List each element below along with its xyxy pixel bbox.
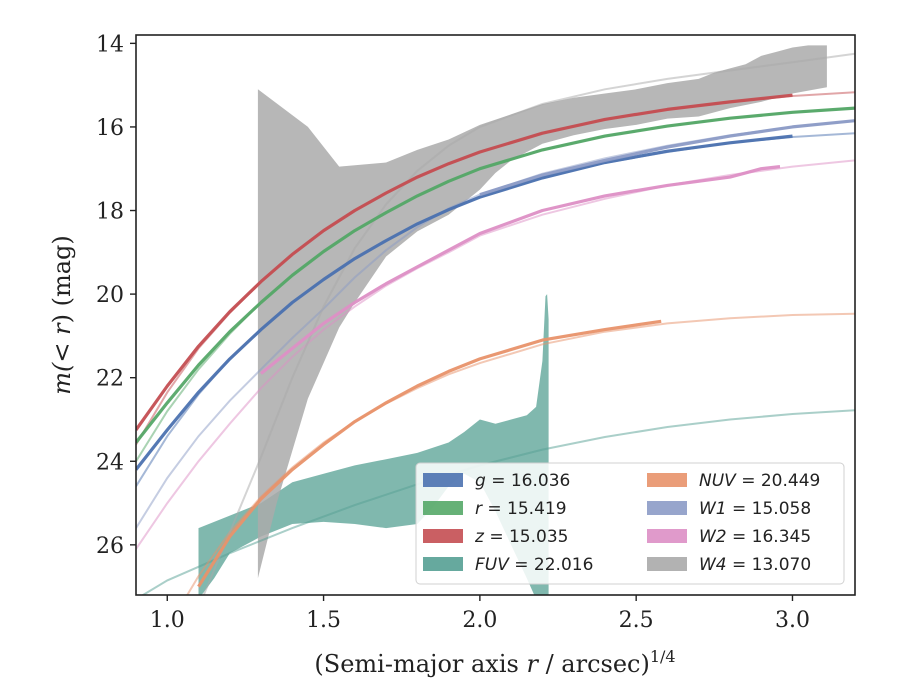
legend: g = 16.036 r = 15.419 z = 15.035 FUV = 22.0… [415, 462, 845, 585]
legend-swatch-FUV [423, 557, 463, 571]
x-tick-label: 1.0 [150, 608, 185, 633]
legend-label-W4: W4 = 13.070 [699, 555, 811, 575]
y-tick-label: 18 [96, 200, 124, 225]
obs-line-W2 [259, 165, 781, 375]
obs-line-NUV [197, 319, 662, 588]
plot-frame [135, 34, 856, 596]
legend-label-W2: W2 = 16.345 [699, 527, 811, 547]
legend-swatch-W1 [647, 501, 687, 515]
y-tick-label: 24 [96, 450, 124, 475]
y-tick-label: 20 [96, 283, 124, 308]
y-tick-label: 14 [96, 32, 124, 57]
y-axis-label: m(< r) (mag) [48, 235, 76, 395]
obs-line-W1 [479, 119, 855, 197]
band-W4 [257, 45, 827, 579]
obs-line-g [136, 134, 793, 471]
x-axis-label: (Semi-major axis r / arcsec)1/4 [314, 647, 675, 678]
legend-label-g: g = 16.036 [475, 471, 570, 491]
legend-label-z: z = 15.035 [474, 527, 568, 547]
legend-box [415, 462, 845, 585]
legend-label-r: r = 15.419 [475, 499, 567, 519]
legend-swatch-W2 [647, 529, 687, 543]
x-tick-label: 1.5 [306, 608, 341, 633]
legend-label-NUV: NUV = 20.449 [699, 471, 820, 491]
legend-swatch-z [423, 529, 463, 543]
legend-swatch-g [423, 473, 463, 487]
y-tick-label: 26 [96, 534, 124, 559]
x-tick-label: 2.5 [619, 608, 654, 633]
y-tick-label: 16 [96, 116, 124, 141]
legend-swatch-NUV [647, 473, 687, 487]
band-FUV [198, 294, 549, 595]
legend-label-W1: W1 = 15.058 [699, 499, 811, 519]
legend-label-FUV: FUV = 22.016 [475, 555, 593, 575]
legend-swatch-W4 [647, 557, 687, 571]
obs-line-r [136, 106, 855, 444]
x-tick-label: 3.0 [775, 608, 810, 633]
obs-line-z [136, 93, 793, 431]
y-tick-label: 22 [96, 367, 124, 392]
series-layer [136, 45, 855, 595]
legend-swatch-r [423, 501, 463, 515]
ticks-layer: 1.0 1.5 2.0 2.5 3.0 14 16 18 20 22 24 26 [96, 32, 810, 633]
x-tick-label: 2.0 [462, 608, 497, 633]
